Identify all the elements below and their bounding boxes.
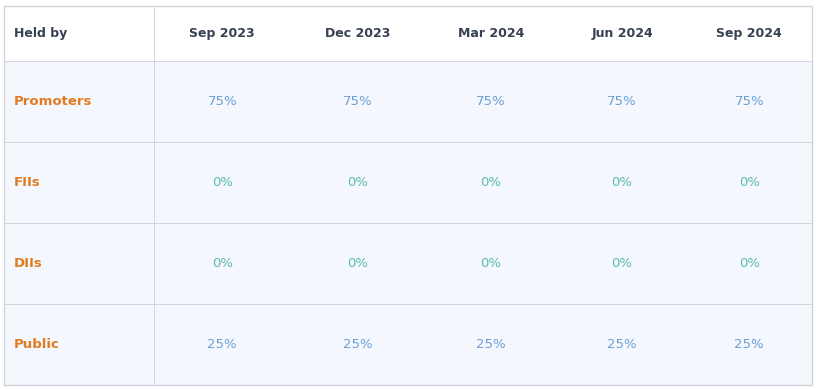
Text: 0%: 0%: [611, 176, 632, 189]
Text: 0%: 0%: [347, 257, 368, 270]
Text: Dec 2023: Dec 2023: [325, 27, 390, 40]
Text: 25%: 25%: [476, 338, 506, 351]
Text: 0%: 0%: [211, 257, 233, 270]
Text: 0%: 0%: [738, 176, 760, 189]
Text: Held by: Held by: [14, 27, 67, 40]
Bar: [4, 223, 812, 304]
Text: 0%: 0%: [347, 176, 368, 189]
Bar: [4, 6, 812, 61]
Text: Sep 2023: Sep 2023: [189, 27, 255, 40]
Text: Sep 2024: Sep 2024: [716, 27, 783, 40]
Text: 75%: 75%: [734, 95, 764, 108]
Text: FIIs: FIIs: [14, 176, 41, 189]
Text: 25%: 25%: [207, 338, 237, 351]
Text: 0%: 0%: [481, 176, 501, 189]
Text: Mar 2024: Mar 2024: [458, 27, 524, 40]
Text: 75%: 75%: [476, 95, 506, 108]
Text: Public: Public: [14, 338, 60, 351]
Text: 25%: 25%: [607, 338, 637, 351]
Text: 0%: 0%: [611, 257, 632, 270]
Text: 0%: 0%: [481, 257, 501, 270]
Text: 75%: 75%: [207, 95, 237, 108]
Text: Promoters: Promoters: [14, 95, 92, 108]
Text: 0%: 0%: [738, 257, 760, 270]
Bar: [4, 61, 812, 142]
Text: 0%: 0%: [211, 176, 233, 189]
Text: 25%: 25%: [343, 338, 372, 351]
Bar: [4, 142, 812, 223]
Text: 75%: 75%: [343, 95, 372, 108]
Text: DIIs: DIIs: [14, 257, 42, 270]
Text: Jun 2024: Jun 2024: [592, 27, 653, 40]
Text: 25%: 25%: [734, 338, 764, 351]
Bar: [4, 304, 812, 385]
Text: 75%: 75%: [607, 95, 637, 108]
